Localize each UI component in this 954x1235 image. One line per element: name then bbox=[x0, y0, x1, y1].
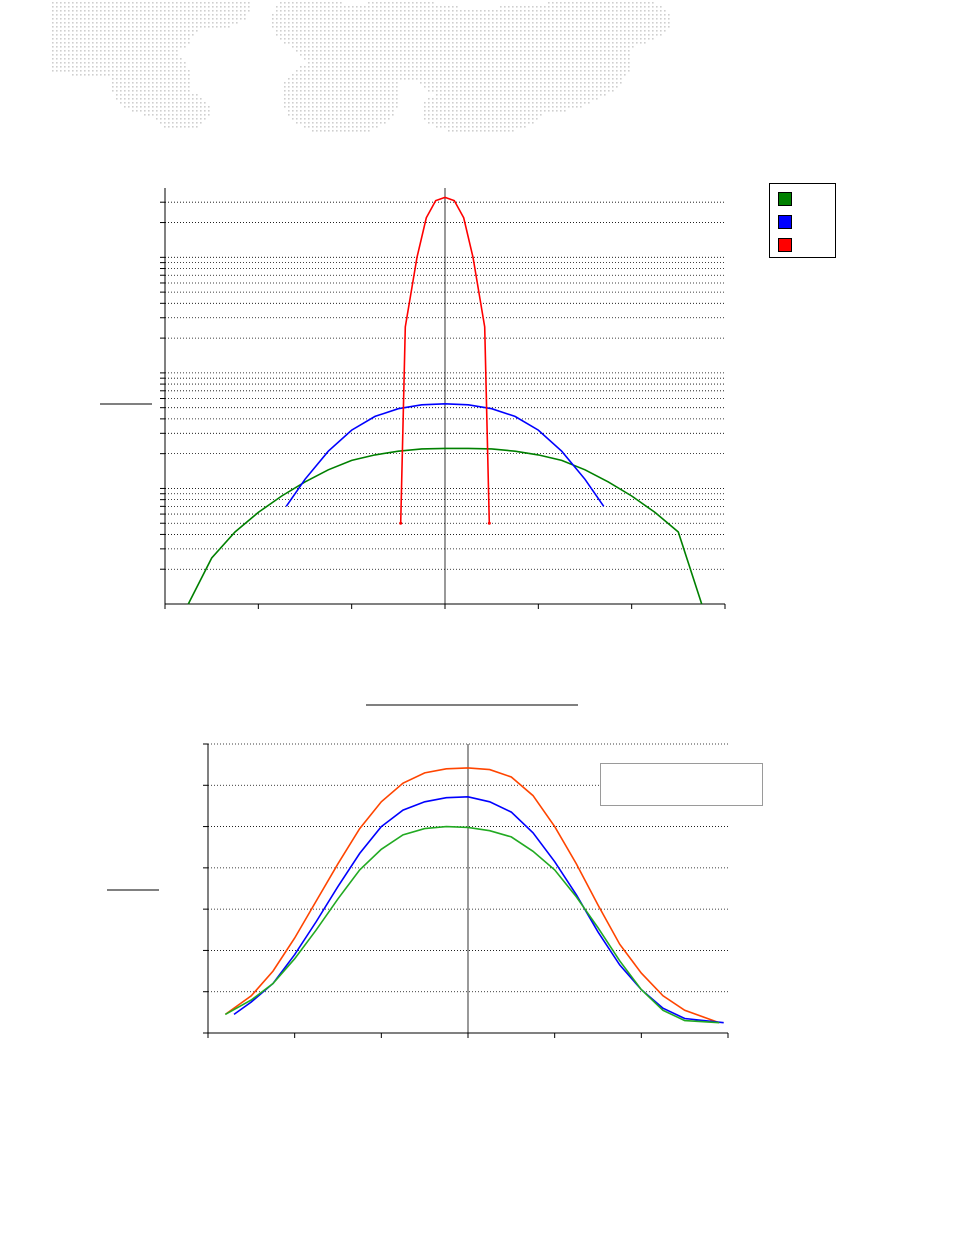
series-line-0 bbox=[224, 767, 720, 1024]
series-endpoint bbox=[487, 521, 491, 525]
gridlines bbox=[165, 201, 725, 570]
legend-swatch-red bbox=[778, 238, 792, 252]
series-endpoint bbox=[399, 521, 403, 525]
legend-swatch-green bbox=[778, 192, 792, 206]
series-line-1 bbox=[233, 795, 724, 1024]
world-map-dot-pattern bbox=[52, 2, 670, 132]
legend bbox=[769, 183, 836, 258]
map-dots bbox=[52, 2, 670, 132]
series-line-0 bbox=[187, 447, 703, 605]
legend-swatch-blue bbox=[778, 215, 792, 229]
series-line-2 bbox=[224, 825, 720, 1024]
series-line-2 bbox=[399, 196, 491, 524]
legend-box-2 bbox=[600, 763, 763, 806]
chart-log-intensity bbox=[100, 188, 726, 609]
series-line-1 bbox=[285, 402, 605, 507]
